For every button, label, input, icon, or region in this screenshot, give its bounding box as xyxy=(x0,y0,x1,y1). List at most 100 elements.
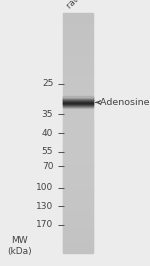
Bar xyxy=(63,17,93,19)
Bar xyxy=(63,97,93,99)
Bar xyxy=(63,79,93,81)
Bar xyxy=(63,23,93,25)
Bar xyxy=(63,232,93,235)
Bar xyxy=(63,47,93,49)
Bar xyxy=(63,204,93,207)
Bar xyxy=(63,100,93,101)
Bar xyxy=(63,53,93,55)
Bar xyxy=(63,41,93,43)
Bar xyxy=(63,143,93,145)
Bar xyxy=(63,89,93,91)
Bar xyxy=(63,162,93,165)
Bar xyxy=(63,176,93,179)
Bar xyxy=(63,61,93,63)
Bar xyxy=(63,152,93,155)
Bar xyxy=(63,159,93,161)
Bar xyxy=(63,135,93,137)
Bar xyxy=(63,182,93,185)
Bar xyxy=(63,178,93,181)
Bar xyxy=(63,146,93,149)
Bar xyxy=(63,192,93,195)
Bar xyxy=(63,98,93,99)
Bar xyxy=(63,194,93,197)
Bar xyxy=(63,27,93,29)
Bar xyxy=(63,81,93,83)
Bar xyxy=(63,103,93,104)
Text: 100: 100 xyxy=(36,183,53,192)
Bar xyxy=(63,103,93,104)
Bar xyxy=(63,124,93,127)
Bar xyxy=(63,120,93,123)
Bar xyxy=(63,96,93,97)
Bar xyxy=(63,234,93,237)
Bar xyxy=(63,186,93,189)
Text: 130: 130 xyxy=(36,202,53,211)
Bar xyxy=(63,107,93,109)
Bar xyxy=(63,29,93,31)
Bar xyxy=(63,156,93,159)
Bar xyxy=(63,107,93,108)
Bar xyxy=(63,174,93,177)
Bar xyxy=(63,87,93,89)
Text: rat liver: rat liver xyxy=(65,0,95,11)
Bar xyxy=(63,160,93,163)
Bar xyxy=(63,222,93,225)
Bar xyxy=(63,109,93,111)
Bar xyxy=(63,140,93,143)
Bar xyxy=(63,154,93,157)
Bar xyxy=(63,13,93,15)
Bar xyxy=(63,102,93,103)
Bar xyxy=(63,226,93,229)
Bar xyxy=(63,19,93,21)
Bar xyxy=(63,98,93,99)
Bar xyxy=(63,248,93,251)
Bar xyxy=(63,91,93,93)
Bar xyxy=(63,196,93,199)
Bar xyxy=(63,106,93,107)
Bar xyxy=(63,75,93,77)
Bar xyxy=(63,224,93,227)
Bar xyxy=(63,65,93,67)
Bar xyxy=(63,31,93,33)
Bar xyxy=(63,228,93,231)
Text: 70: 70 xyxy=(42,162,53,171)
Bar xyxy=(63,132,93,135)
Text: MW
(kDa): MW (kDa) xyxy=(7,236,32,256)
Bar xyxy=(63,100,93,101)
Bar xyxy=(63,105,93,106)
Bar xyxy=(63,230,93,233)
Bar xyxy=(63,59,93,61)
Bar xyxy=(63,97,93,98)
Bar xyxy=(63,119,93,121)
Bar xyxy=(63,190,93,193)
Bar xyxy=(63,83,93,85)
Text: 25: 25 xyxy=(42,79,53,88)
Bar xyxy=(63,208,93,211)
Bar xyxy=(63,131,93,133)
Bar xyxy=(63,106,93,107)
Bar xyxy=(63,117,93,119)
Bar xyxy=(63,101,93,103)
Bar xyxy=(63,77,93,79)
Bar xyxy=(63,128,93,131)
Bar xyxy=(63,111,93,113)
Bar xyxy=(63,210,93,213)
Bar xyxy=(63,200,93,203)
Bar xyxy=(63,37,93,39)
Bar xyxy=(63,206,93,209)
Bar xyxy=(63,15,93,17)
Bar xyxy=(63,172,93,175)
Bar xyxy=(63,69,93,71)
Bar xyxy=(63,238,93,241)
Bar xyxy=(63,57,93,59)
Bar xyxy=(63,93,93,95)
Bar xyxy=(63,95,93,97)
Bar xyxy=(63,51,93,53)
Bar xyxy=(63,202,93,205)
Bar xyxy=(63,99,93,100)
Bar xyxy=(63,218,93,221)
Bar xyxy=(63,240,93,243)
Bar xyxy=(63,148,93,151)
Bar xyxy=(63,73,93,75)
Bar xyxy=(63,105,93,106)
